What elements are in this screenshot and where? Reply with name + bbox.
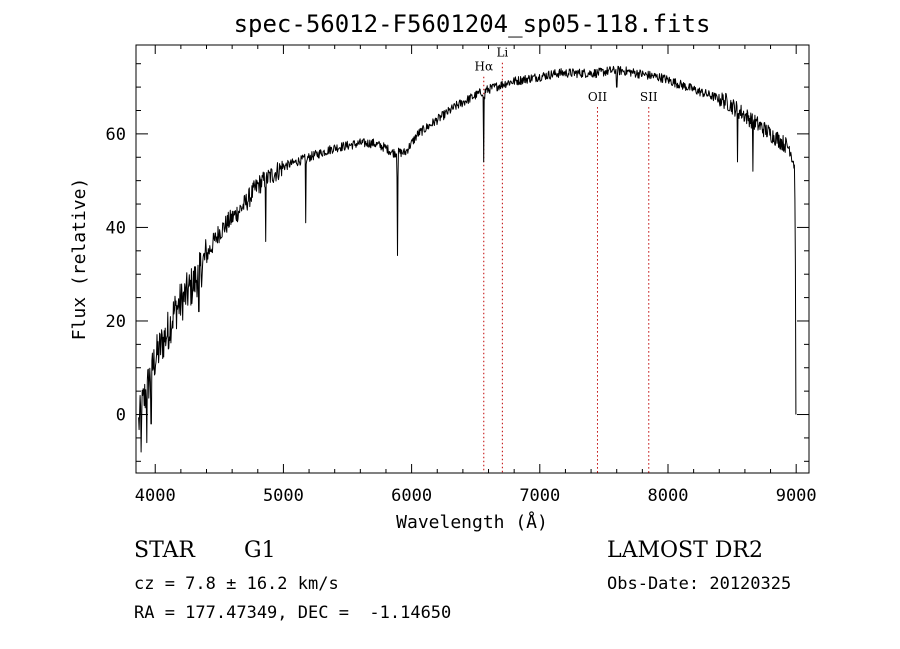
reference-line-label: SII — [640, 90, 658, 104]
chart-title: spec-56012-F5601204_sp05-118.fits — [234, 10, 711, 38]
y-tick-label: 60 — [106, 125, 126, 145]
reference-line-label: Li — [496, 46, 508, 60]
x-tick-label: 7000 — [519, 486, 560, 506]
y-tick-label: 40 — [106, 218, 126, 238]
y-axis-label: Flux (relative) — [69, 178, 90, 341]
axis-ticks: 4000 5000 6000 7000 8000 9000 0 20 40 60 — [106, 45, 817, 506]
plot-frame — [135, 44, 810, 474]
reference-line-label: OII — [588, 90, 608, 104]
reference-line-label: Hα — [474, 60, 493, 74]
x-tick-label: 4000 — [135, 486, 176, 506]
observation-date: Obs-Date: 20120325 — [607, 574, 792, 594]
y-tick-label: 0 — [116, 406, 126, 426]
x-tick-label: 8000 — [648, 486, 689, 506]
redshift-cz: cz = 7.8 ± 16.2 km/s — [134, 574, 339, 594]
y-tick-label: 20 — [106, 312, 126, 332]
object-class: STAR — [134, 538, 195, 563]
object-subclass: G1 — [244, 538, 276, 563]
survey-name: LAMOST DR2 — [607, 538, 763, 563]
x-tick-label: 9000 — [776, 486, 817, 506]
x-axis-label: Wavelength (Å) — [396, 511, 548, 533]
x-tick-label: 5000 — [263, 486, 304, 506]
spectrum-series-line — [138, 65, 797, 453]
x-tick-label: 6000 — [391, 486, 432, 506]
coordinates: RA = 177.47349, DEC = -1.14650 — [134, 603, 452, 623]
